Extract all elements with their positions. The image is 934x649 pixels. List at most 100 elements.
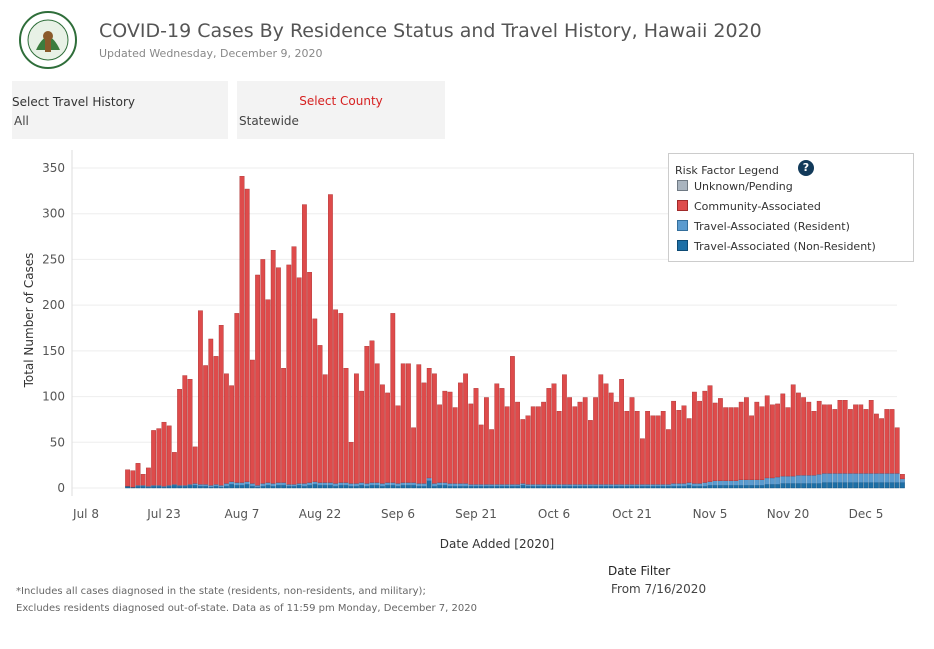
bar-segment-community[interactable] (328, 194, 333, 483)
bar-segment-non-resident[interactable] (302, 485, 307, 489)
bar-segment-resident[interactable] (484, 484, 489, 487)
bar-segment-resident[interactable] (588, 484, 593, 487)
bar-segment-resident[interactable] (858, 473, 864, 483)
bar-segment-community[interactable] (260, 259, 266, 484)
bar-segment-non-resident[interactable] (645, 485, 651, 489)
help-icon[interactable]: ? (798, 160, 814, 176)
bar-segment-non-resident[interactable] (203, 485, 208, 489)
bar-segment-community[interactable] (796, 392, 801, 476)
bar-segment-non-resident[interactable] (671, 485, 677, 489)
bar-segment-non-resident[interactable] (166, 485, 172, 489)
bar-segment-non-resident[interactable] (296, 485, 302, 489)
bar-segment-resident[interactable] (244, 481, 250, 485)
bar-segment-non-resident[interactable] (640, 485, 645, 489)
bar-segment-non-resident[interactable] (171, 485, 177, 489)
bar-segment-non-resident[interactable] (364, 485, 370, 489)
bar-segment-non-resident[interactable] (837, 482, 843, 489)
bar-segment-resident[interactable] (733, 480, 739, 486)
bar-segment-community[interactable] (276, 267, 281, 483)
bar-segment-resident[interactable] (249, 483, 255, 487)
bar-segment-community[interactable] (593, 397, 599, 485)
bar-segment-resident[interactable] (785, 475, 791, 484)
bar-segment-resident[interactable] (343, 482, 349, 486)
bar-segment-community[interactable] (900, 474, 905, 480)
bar-segment-community[interactable] (588, 420, 593, 485)
bar-segment-resident[interactable] (634, 484, 640, 487)
bar-segment-non-resident[interactable] (806, 483, 812, 489)
bar-segment-resident[interactable] (525, 484, 531, 487)
bar-segment-community[interactable] (135, 463, 141, 486)
bar-segment-resident[interactable] (442, 482, 448, 486)
bar-segment-resident[interactable] (655, 484, 661, 487)
bar-segment-community[interactable] (197, 310, 203, 485)
bar-segment-community[interactable] (671, 400, 677, 484)
bar-segment-resident[interactable] (307, 482, 312, 486)
bar-segment-resident[interactable] (489, 484, 494, 487)
bar-segment-non-resident[interactable] (322, 485, 328, 489)
bar-segment-non-resident[interactable] (681, 485, 687, 489)
bar-segment-community[interactable] (286, 264, 292, 485)
bar-segment-non-resident[interactable] (380, 485, 385, 489)
bar-segment-non-resident[interactable] (338, 485, 344, 489)
bar-segment-community[interactable] (858, 404, 864, 474)
bar-segment-resident[interactable] (868, 473, 874, 483)
bar-segment-community[interactable] (863, 409, 869, 474)
bar-segment-resident[interactable] (312, 481, 318, 485)
bar-segment-non-resident[interactable] (234, 485, 240, 489)
bar-segment-resident[interactable] (541, 484, 547, 487)
bar-segment-non-resident[interactable] (702, 485, 708, 489)
bar-segment-resident[interactable] (686, 482, 692, 486)
bar-segment-community[interactable] (125, 469, 131, 487)
bar-segment-resident[interactable] (348, 483, 354, 487)
bar-segment-resident[interactable] (723, 480, 729, 486)
bar-segment-community[interactable] (130, 470, 136, 488)
bar-segment-resident[interactable] (770, 477, 775, 485)
bar-segment-non-resident[interactable] (525, 485, 531, 489)
bar-segment-community[interactable] (666, 429, 671, 485)
bar-segment-resident[interactable] (863, 473, 869, 483)
bar-segment-non-resident[interactable] (504, 485, 510, 489)
bar-segment-community[interactable] (650, 415, 656, 485)
bar-segment-community[interactable] (452, 407, 458, 484)
bar-segment-community[interactable] (640, 438, 645, 485)
bar-segment-non-resident[interactable] (874, 482, 879, 489)
bar-segment-community[interactable] (894, 427, 900, 474)
bar-segment-resident[interactable] (608, 484, 614, 487)
bar-segment-community[interactable] (718, 398, 723, 481)
bar-segment-non-resident[interactable] (432, 485, 437, 489)
bar-segment-non-resident[interactable] (135, 485, 141, 489)
bar-segment-non-resident[interactable] (624, 485, 630, 489)
bar-segment-non-resident[interactable] (728, 485, 734, 489)
bar-segment-non-resident[interactable] (151, 485, 156, 489)
bar-segment-community[interactable] (770, 404, 775, 479)
travel-history-filter[interactable]: Select Travel History All (12, 81, 228, 139)
bar-segment-community[interactable] (333, 309, 338, 484)
bar-segment-community[interactable] (775, 403, 781, 478)
bar-segment-community[interactable] (629, 397, 635, 485)
bar-segment-resident[interactable] (567, 484, 573, 487)
bar-segment-resident[interactable] (848, 473, 853, 483)
bar-segment-non-resident[interactable] (536, 485, 541, 489)
bar-segment-resident[interactable] (359, 482, 364, 486)
bar-segment-non-resident[interactable] (463, 485, 468, 489)
bar-segment-non-resident[interactable] (634, 485, 640, 489)
bar-segment-resident[interactable] (827, 473, 833, 483)
bar-segment-community[interactable] (822, 404, 827, 474)
bar-segment-non-resident[interactable] (192, 485, 198, 489)
bar-segment-non-resident[interactable] (499, 485, 505, 489)
bar-segment-resident[interactable] (837, 473, 843, 483)
bar-segment-community[interactable] (530, 406, 536, 485)
bar-segment-non-resident[interactable] (619, 485, 625, 489)
bar-segment-resident[interactable] (322, 482, 328, 486)
bar-segment-resident[interactable] (302, 483, 307, 487)
bar-segment-community[interactable] (343, 368, 349, 483)
bar-segment-non-resident[interactable] (614, 485, 619, 489)
bar-segment-non-resident[interactable] (213, 485, 219, 489)
bar-segment-resident[interactable] (432, 483, 437, 487)
bar-segment-community[interactable] (458, 382, 463, 484)
bar-segment-non-resident[interactable] (244, 484, 250, 489)
bar-segment-resident[interactable] (660, 484, 666, 487)
bar-segment-community[interactable] (692, 391, 697, 484)
bar-segment-community[interactable] (255, 274, 260, 486)
bar-segment-community[interactable] (499, 388, 505, 485)
